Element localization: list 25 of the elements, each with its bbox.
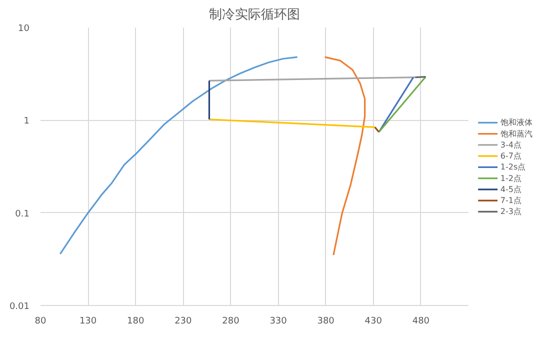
legend-label: 饱和蒸汽	[499, 129, 532, 138]
x-tick-label: 380	[317, 316, 335, 326]
y-tick-label: 0.01	[9, 302, 30, 312]
legend-label: 1-2s点	[500, 162, 526, 172]
legend-label: 7-1点	[500, 196, 522, 206]
x-tick-label: 430	[364, 316, 382, 326]
legend-label: 饱和液体	[499, 118, 532, 128]
x-tick-label: 130	[79, 316, 97, 326]
legend-label: 1-2点	[500, 174, 522, 183]
y-tick-label: 0.1	[15, 209, 30, 220]
x-tick-label: 180	[127, 316, 144, 326]
x-tick-label: 330	[270, 316, 288, 326]
y-tick-label: 10	[18, 24, 30, 34]
x-tick-label: 230	[174, 316, 192, 326]
legend-label: 2-3点	[500, 207, 522, 216]
legend-label: 6-7点	[500, 152, 522, 161]
legend-label: 4-5点	[500, 184, 522, 194]
chart-title: 制冷实际循环图	[209, 8, 300, 22]
y-tick-label: 1	[24, 116, 30, 127]
line-series	[324, 56, 366, 256]
line-series	[59, 56, 298, 255]
legend-label: 3-4点	[500, 140, 522, 150]
x-tick-label: 80	[34, 316, 46, 326]
x-tick-label: 280	[222, 316, 240, 326]
x-tick-label: 480	[412, 316, 430, 326]
